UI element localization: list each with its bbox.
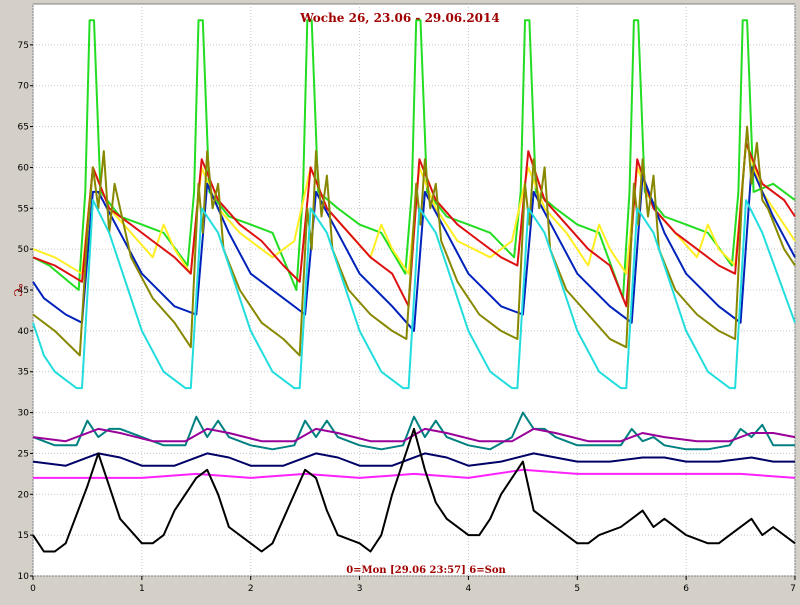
series-line-9 [32,452,795,467]
y-tick-label: 70 [18,82,30,92]
y-tick-label: 65 [18,123,29,133]
x-tick-label: 1 [139,584,145,594]
y-tick-label: 50 [18,245,30,255]
y-tick-label: 40 [18,327,30,337]
series-line-6 [32,199,796,390]
y-tick-label: 10 [18,572,30,582]
chart-footer: 0=Mon [29.06 23:57] 6=Son [346,565,506,576]
y-tick-label: 60 [18,163,30,173]
series-line-10 [33,468,796,479]
series-line-4 [32,166,796,332]
x-tick-label: 5 [574,584,580,594]
series-line-11 [32,427,796,553]
x-tick-label: 2 [248,584,254,594]
y-tick-label: 55 [18,204,29,214]
y-tick-label: 75 [18,41,29,51]
series-line-7 [32,411,795,451]
x-tick-label: 7 [790,584,796,594]
y-tick-label: 20 [18,490,30,500]
y-tick-label: 30 [18,409,30,419]
y-tick-label: 25 [18,449,29,459]
series-layer [32,19,796,553]
x-tick-label: 0 [30,584,36,594]
y-tick-label: 35 [18,368,29,378]
series-line-8 [32,427,796,443]
x-tick-label: 3 [357,584,363,594]
chart-title: Woche 26, 23.06 - 29.06.2014 [299,11,499,25]
series-line-3 [32,141,796,308]
y-tick-label: 15 [18,531,29,541]
x-tick-label: 6 [683,584,689,594]
y-tick-label: 45 [18,286,29,296]
x-tick-label: 4 [466,584,472,594]
y-axis-label: °C [11,283,24,297]
